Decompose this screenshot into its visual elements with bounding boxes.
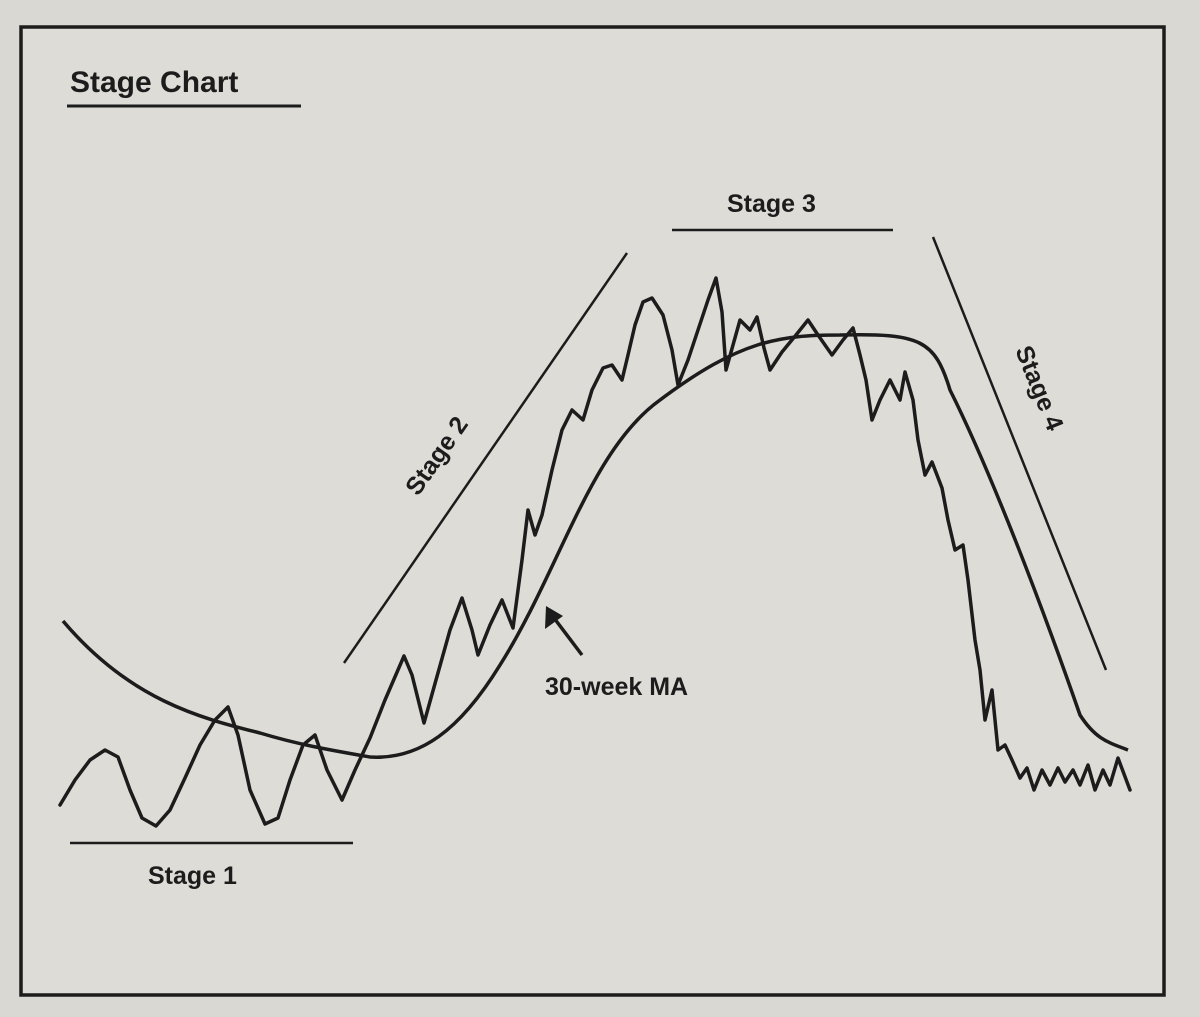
stage-3-label: Stage 3 [727,190,816,218]
moving-average-curve [61,332,1129,759]
stage-1-label: Stage 1 [148,862,237,890]
figure-title: Stage Chart [70,66,238,99]
stage-2-guide-line [342,252,629,664]
price-line [58,276,1132,828]
figure-frame [19,25,1166,997]
stage-4-guide-line [931,236,1108,671]
ma-callout-label: 30-week MA [545,673,688,701]
ma-callout-arrowhead [545,606,563,629]
